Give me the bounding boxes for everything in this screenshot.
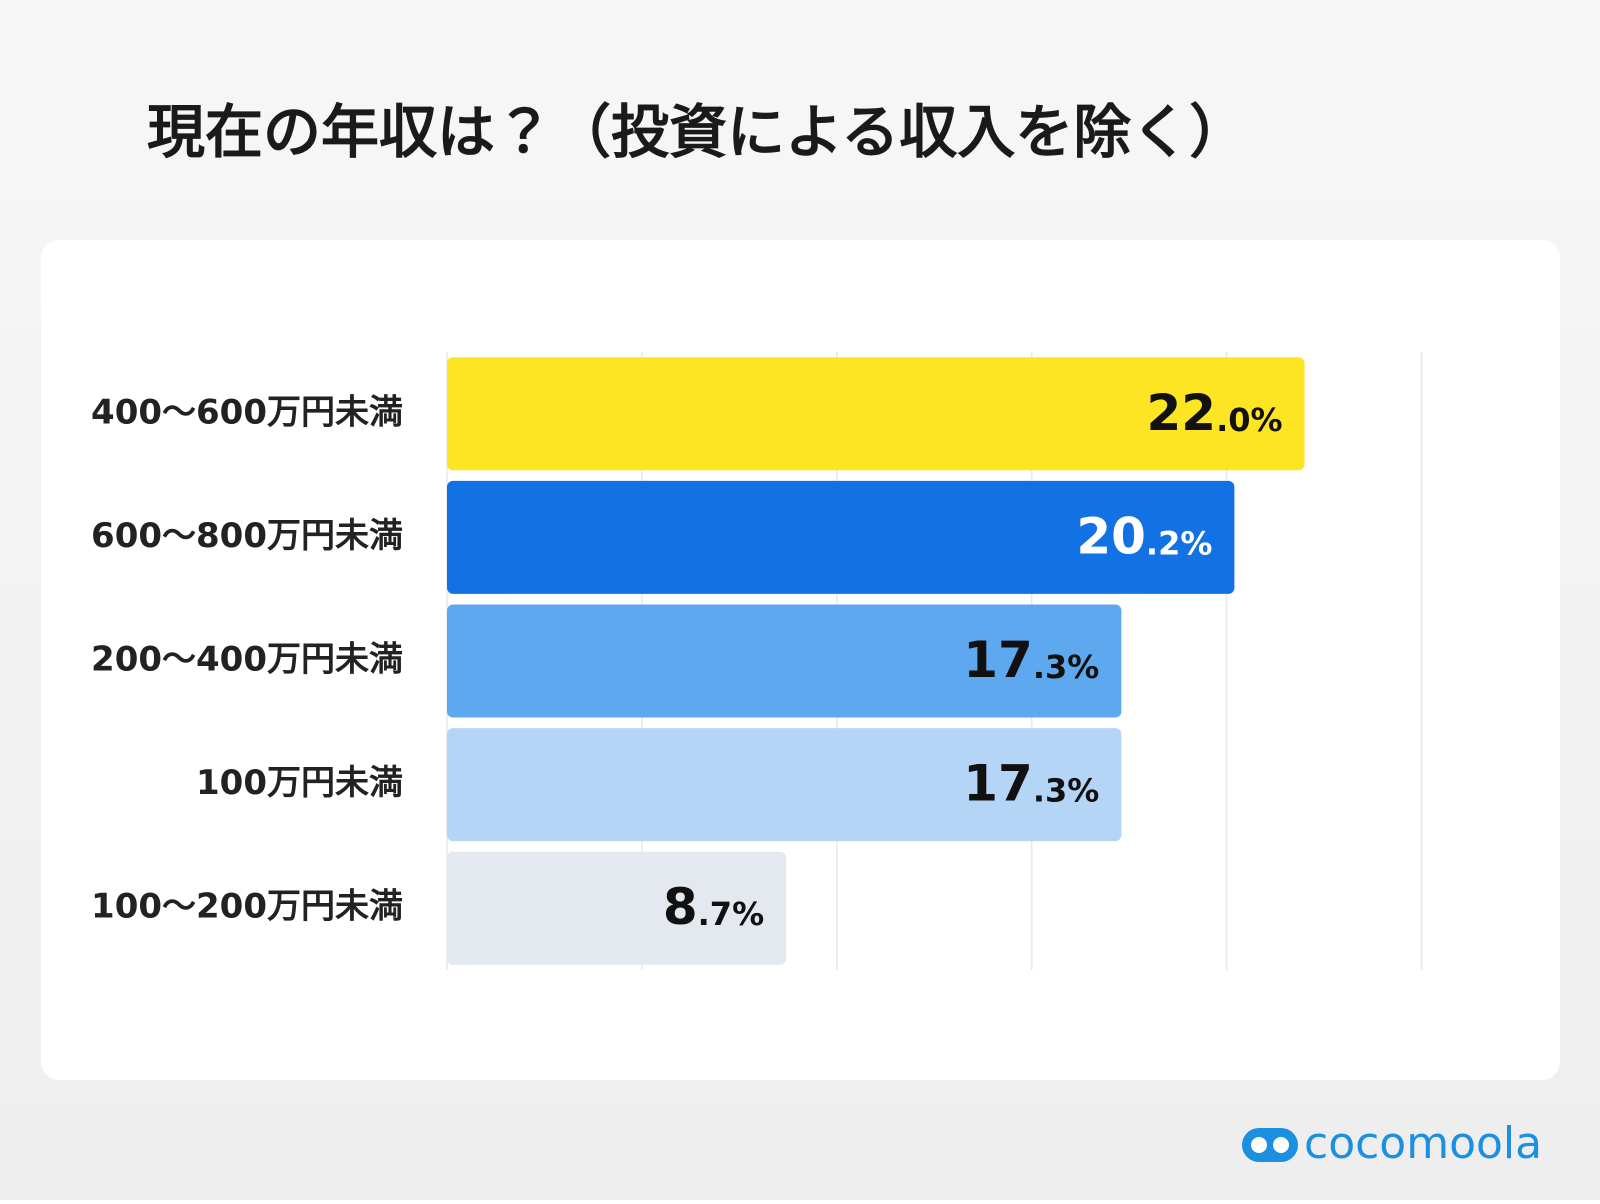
bar xyxy=(447,851,787,965)
value-label: 8.7% xyxy=(663,878,764,936)
bar xyxy=(447,357,1305,471)
bar xyxy=(447,604,1122,718)
chart-title: 現在の年収は？（投資による収入を除く） xyxy=(147,98,1247,166)
value-label: 17.3% xyxy=(963,754,1099,812)
logo-icon xyxy=(1242,1128,1298,1162)
logo-eye xyxy=(1273,1137,1289,1153)
bar xyxy=(447,480,1235,594)
y-tick-label: 600〜800万円未満 xyxy=(91,516,403,556)
value-label: 17.3% xyxy=(963,631,1099,689)
y-tick-label: 400〜600万円未満 xyxy=(91,392,403,432)
value-label: 20.2% xyxy=(1076,507,1212,565)
bar xyxy=(447,728,1122,842)
logo: cocomoola xyxy=(1242,1118,1542,1169)
y-tick-label: 100万円未満 xyxy=(196,763,403,803)
y-tick-label: 100〜200万円未満 xyxy=(91,887,403,927)
logo-eye xyxy=(1251,1137,1267,1153)
y-tick-label: 200〜400万円未満 xyxy=(91,640,403,680)
logo-text: cocomoola xyxy=(1304,1118,1542,1169)
value-label: 22.0% xyxy=(1146,383,1282,441)
